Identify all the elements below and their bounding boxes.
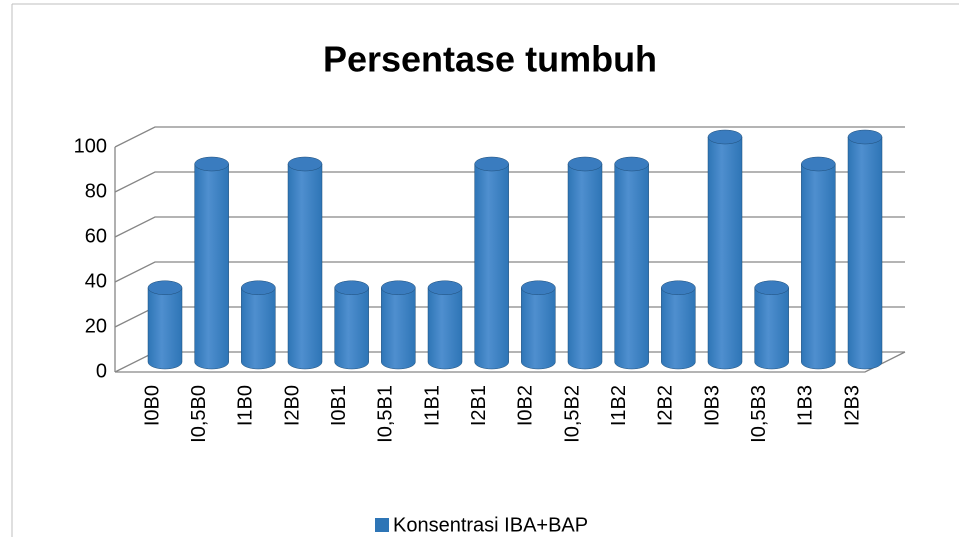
x-tick-label: I0B0	[141, 385, 163, 426]
bar	[708, 137, 742, 369]
bar-top	[661, 281, 695, 295]
x-tick-label: I0,5B0	[188, 385, 210, 443]
grid-line	[115, 172, 905, 192]
x-tick-label: I1B1	[421, 385, 443, 426]
x-tick-label: I2B0	[281, 385, 303, 426]
bar	[195, 164, 229, 369]
bar-top	[241, 281, 275, 295]
y-tick-label: 60	[85, 225, 107, 247]
bar	[568, 164, 602, 369]
y-tick-label: 20	[85, 315, 107, 337]
x-tick-label: I0B1	[328, 385, 350, 426]
grid-line	[115, 127, 905, 147]
bar-top	[568, 157, 602, 171]
x-tick-label: I1B3	[795, 385, 817, 426]
x-tick-label: I0B3	[701, 385, 723, 426]
bar-top	[195, 157, 229, 171]
bar	[521, 288, 555, 369]
bar-top	[755, 281, 789, 295]
bar	[148, 288, 182, 369]
bar-top	[615, 157, 649, 171]
bar-top	[708, 130, 742, 144]
legend-swatch	[375, 518, 389, 532]
x-tick-label: I0,5B3	[748, 385, 770, 443]
x-tick-label: I2B2	[655, 385, 677, 426]
bar-top	[475, 157, 509, 171]
bar-top	[335, 281, 369, 295]
bar-top	[381, 281, 415, 295]
chart-title: Persentase tumbuh	[323, 39, 657, 80]
bar	[755, 288, 789, 369]
bar-top	[148, 281, 182, 295]
bar	[381, 288, 415, 369]
grid-line	[115, 262, 905, 282]
x-tick-label: I0B2	[515, 385, 537, 426]
bar	[615, 164, 649, 369]
bar-top	[428, 281, 462, 295]
y-tick-label: 100	[74, 135, 107, 157]
bar	[475, 164, 509, 369]
x-tick-label: I0,5B1	[375, 385, 397, 443]
legend-label: Konsentrasi IBA+BAP	[393, 514, 588, 536]
grid-line	[115, 217, 905, 237]
bar	[241, 288, 275, 369]
bar	[848, 137, 882, 369]
bar-top	[288, 157, 322, 171]
y-tick-label: 0	[96, 360, 107, 382]
bar	[428, 288, 462, 369]
bar	[335, 288, 369, 369]
y-tick-label: 40	[85, 270, 107, 292]
x-tick-label: I1B2	[608, 385, 630, 426]
y-tick-label: 80	[85, 180, 107, 202]
bar	[288, 164, 322, 369]
bar-top	[848, 130, 882, 144]
bar-top	[801, 157, 835, 171]
x-tick-label: I1B0	[235, 385, 257, 426]
chart: Persentase tumbuh 0 20 40 60 80 100 I0B0 I0,5B0…	[0, 0, 959, 537]
bar	[801, 164, 835, 369]
x-tick-label: I2B3	[841, 385, 863, 426]
x-tick-label: I0,5B2	[561, 385, 583, 443]
x-tick-label: I2B1	[468, 385, 490, 426]
bar-top	[521, 281, 555, 295]
bar	[661, 288, 695, 369]
